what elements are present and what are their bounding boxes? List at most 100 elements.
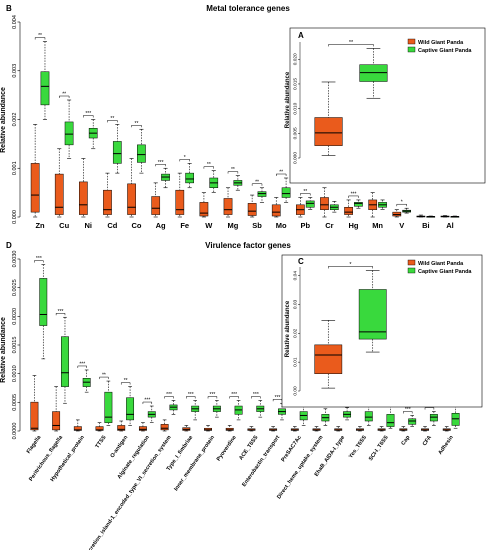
inset-y-tick-label: 0.03 [293,299,299,309]
x-tick-label: Fe [180,221,189,230]
wild-0-box [30,163,40,213]
y-tick-label: 0.004 [12,15,18,29]
inset-y-axis-label: Relative abundance [285,300,291,357]
inset-y-tick-label: 0.005 [293,127,299,139]
x-tick-label: Cd [107,221,117,230]
significance-bracket [179,159,190,162]
significance-bracket [275,173,287,176]
legend-label-wild: Wild Giant Panda [418,261,464,267]
y-tick-label: 0.001 [12,161,18,175]
captive-0-box [40,71,50,106]
captive-13-box [354,202,363,207]
x-tick-label: Bi [422,221,430,230]
inset-y-tick-label: 0.04 [293,271,299,281]
inset-wild-box [314,344,343,374]
significance-label: *** [405,407,411,413]
significance-label: *** [85,111,91,117]
x-tick-label: Hg [349,221,359,230]
y-tick-label: 0.0010 [12,365,18,382]
y-tick-label: 0.0005 [12,394,18,411]
x-tick-label: Yes_T6SS [348,434,368,459]
inset-y-tick-label: 0.015 [293,78,299,90]
significance-bracket [34,37,46,40]
significance-bracket [424,407,435,410]
x-tick-label: ACE_T6SS [238,434,259,461]
significance-label: ** [255,179,259,185]
captive-18-box [429,414,438,422]
wild-2-box [73,426,82,431]
x-tick-label: TTSS [95,434,108,449]
wild-5-box [151,196,161,215]
significance-label: ** [124,378,128,384]
significance-label: ** [62,92,66,98]
wild-13-box [344,207,353,215]
y-tick-label: 0.0030 [12,251,18,268]
significance-label: ** [231,167,235,173]
significance-bracket [34,260,44,263]
y-tick-label: 0.000 [12,210,18,224]
y-tick-label: 0.003 [12,64,18,78]
significance-label: ** [207,162,211,168]
captive-4-box [137,144,146,163]
y-tick-label: 0.0020 [12,308,18,325]
wild-1-box [54,173,64,215]
x-tick-label: Co [132,221,142,230]
panel-letter-D: D [6,241,12,250]
x-tick-label: Flagella [26,434,43,455]
captive-10-box [281,187,291,198]
significance-bracket [55,313,66,316]
x-tick-label: Mg [228,221,239,230]
x-tick-label: Adhesin [437,434,455,456]
x-tick-label: Pb [300,221,310,230]
captive-11-box [305,200,315,208]
significance-bracket [131,125,142,128]
significance-bracket [107,120,118,123]
wild-1-box [52,411,61,431]
significance-label: *** [351,191,357,197]
inset-y-axis-label: Relative abundance [285,71,291,128]
captive-1-box [64,121,74,146]
wild-8-box [204,427,212,431]
significance-bracket [300,193,311,196]
y-axis-label: Relative abundance [0,87,7,153]
inset-wild-box [314,117,343,146]
wild-0-box [30,401,39,431]
y-tick-label: 0.002 [12,113,18,127]
significance-bracket [99,376,109,380]
captive-16-box [386,414,395,427]
significance-label: *** [231,392,237,398]
inset-frame [289,27,486,184]
legend-swatch-wild [407,259,416,266]
inset-captive-box [358,289,387,340]
x-tick-label: PreSAC7Ac [280,435,302,463]
x-tick-label: Cap [401,434,412,446]
inset-y-tick-label: 0.020 [293,53,299,65]
inset-significance-bracket [328,44,374,47]
captive-3-box [104,391,113,423]
wild-7-box [199,202,209,217]
significance-label: *** [275,395,281,401]
panel-letter-A: A [298,31,304,40]
significance-bracket [403,411,413,414]
panel-letter-B: B [6,4,12,13]
significance-label: *** [158,160,164,166]
wild-4-box [117,425,126,431]
captive-19-box [451,412,460,426]
inset-y-tick-label: 0.000 [293,152,299,164]
legend-label-captive: Captive Giant Panda [418,269,472,275]
x-tick-label: Cu [59,221,69,230]
inset-y-tick-label: 0.00 [293,386,299,396]
captive-17-box [408,418,417,425]
captive-0-box [39,278,48,326]
significance-bracket [120,382,131,385]
inset-y-tick-label: 0.02 [293,328,299,338]
inset-y-tick-label: 0.01 [293,357,299,367]
wild-2-box [79,181,88,215]
significance-label: *** [166,392,172,398]
chart-title: Metal tolerance genes [206,4,290,13]
y-tick-label: 0.0025 [12,279,18,296]
legend-label-captive: Captive Giant Panda [418,48,472,54]
legend-swatch-captive [407,267,416,274]
inset-significance-label: * [349,262,352,268]
inset-significance-label: ** [349,40,354,46]
